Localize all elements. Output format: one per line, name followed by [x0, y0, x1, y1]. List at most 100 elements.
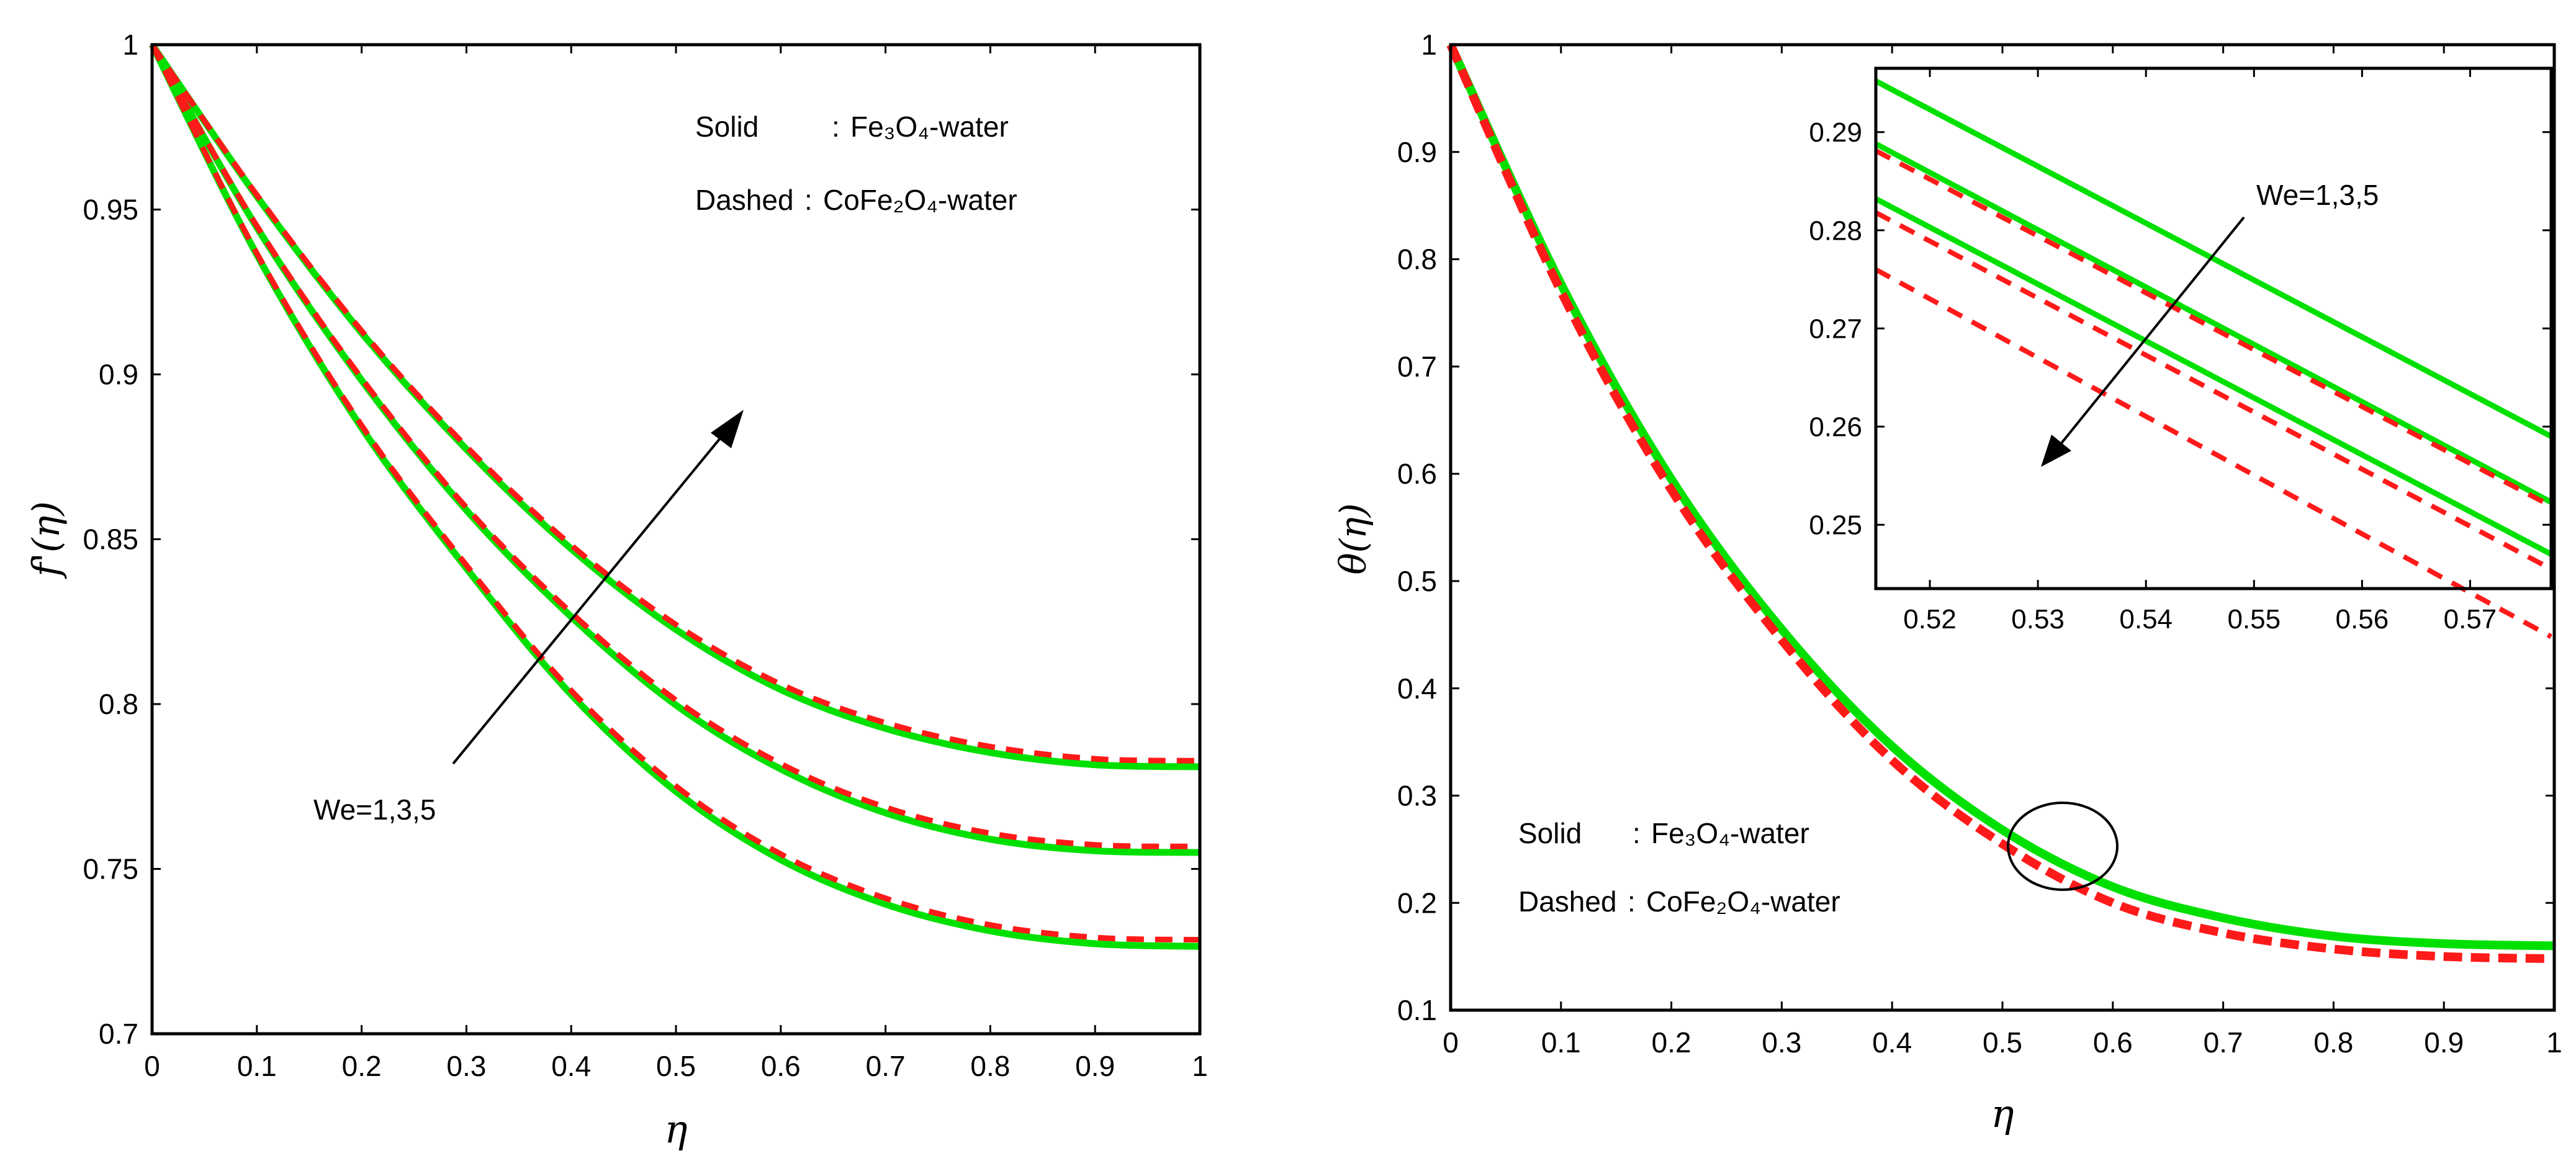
temperature-series [1446, 43, 2555, 964]
series-line-fe3o4-water-we-5 [1874, 78, 2553, 439]
y-tick-label: 0.75 [83, 853, 138, 885]
legend-solid-label: Solid [695, 111, 759, 143]
inset-we-arrowhead [2041, 435, 2071, 467]
x-tick-label: 0.2 [342, 1050, 382, 1082]
series-line-cofe2o4-water-we-3 [150, 43, 1200, 849]
x-tick-label: 0.1 [1541, 1026, 1581, 1059]
y-tick-label: 1 [122, 29, 138, 61]
legend-solid-fluid: Fe₃O₄-water [850, 111, 1009, 143]
velocity-chart: 0 0.1 0.2 0.3 0.4 0.5 0.6 0.7 0.8 0.9 1 0.7 0.75 0.8 0… [25, 29, 1208, 1152]
legend-dashed-label: Dashed [1518, 885, 1617, 918]
legend-dashed-sep: : [804, 184, 813, 216]
y-tick-label: 0.7 [1397, 350, 1437, 382]
series-line-fe3o4-water-we-1 [149, 43, 1200, 950]
y-tick-label: 0.95 [83, 194, 138, 226]
velocity-y-label: f'(η) [25, 501, 68, 579]
x-tick-label: 0.7 [866, 1050, 906, 1082]
y-tick-label: 0.7 [99, 1018, 138, 1050]
velocity-legend: Solid : Fe₃O₄-water Dashed : CoFe₂O₄-wat… [695, 111, 1017, 216]
velocity-plot-frame [150, 43, 1202, 1036]
velocity-we-label: We=1,3,5 [313, 793, 436, 826]
inset-frame [1874, 66, 2553, 590]
x-tick-label: 0.5 [1983, 1026, 2022, 1059]
x-tick-label: 0.3 [446, 1050, 486, 1082]
series-line-cofe2o4-water-we-5 [150, 43, 1200, 764]
y-tick-label: 0.85 [83, 523, 138, 556]
series-line-fe3o4-water-we-3 [149, 43, 1200, 856]
x-tick-label: 0 [144, 1050, 160, 1082]
x-tick-label: 0.55 [2227, 604, 2281, 635]
x-tick-label: 0.2 [1652, 1026, 1691, 1059]
x-tick-label: 0.9 [2424, 1026, 2464, 1059]
legend-dashed-label: Dashed [695, 184, 794, 216]
series-line-fe3o4-water-we-3 [1874, 141, 2553, 505]
x-tick-label: 0.4 [551, 1050, 591, 1082]
y-tick-label: 1 [1421, 29, 1437, 61]
legend-solid-fluid: Fe₃O₄-water [1651, 817, 1809, 849]
series-line-cofe2o4-water-we-5 [1875, 148, 2552, 508]
series-line-fe3o4-water-we-5 [149, 42, 1200, 771]
x-tick-label: 0.54 [2119, 604, 2173, 635]
x-tick-label: 0.57 [2444, 604, 2497, 635]
y-tick-label: 0.9 [1397, 136, 1437, 168]
y-tick-label: 0.1 [1397, 994, 1437, 1026]
x-tick-label: 0.52 [1903, 604, 1957, 635]
y-tick-label: 0.6 [1397, 458, 1437, 490]
x-tick-label: 0.6 [2093, 1026, 2133, 1059]
legend-solid-label: Solid [1518, 817, 1582, 849]
temperature-y-label: θ(η) [1332, 504, 1374, 575]
x-tick-label: 0.7 [2204, 1026, 2243, 1059]
series-line-cofe2o4-water [1446, 43, 2555, 964]
y-tick-label: 0.8 [1397, 243, 1437, 276]
y-tick-label: 0.29 [1809, 117, 1862, 148]
legend-solid-sep: : [832, 111, 840, 143]
x-tick-label: 0.6 [761, 1050, 801, 1082]
inset-we-arrow-line [2060, 216, 2245, 445]
y-tick-label: 0.4 [1397, 672, 1437, 705]
legend-dashed-sep: : [1628, 885, 1636, 918]
legend-dashed-fluid: CoFe₂O₄-water [823, 184, 1017, 216]
x-tick-label: 0.8 [970, 1050, 1010, 1082]
velocity-ticks: 0 0.1 0.2 0.3 0.4 0.5 0.6 0.7 0.8 0.9 1 0.7 0.75 0.8 0… [83, 29, 1207, 1082]
velocity-x-label: η [664, 1106, 687, 1152]
y-tick-label: 0.9 [99, 358, 138, 391]
temperature-plot-frame [1449, 43, 2556, 1012]
series-line-cofe2o4-water-we-3 [1875, 210, 2552, 571]
series-line-fe3o4-water-we-1 [1874, 196, 2553, 557]
y-tick-label: 0.3 [1397, 780, 1437, 812]
y-tick-label: 0.25 [1809, 510, 1862, 541]
temperature-x-label: η [1991, 1091, 2014, 1136]
x-tick-label: 0 [1443, 1026, 1459, 1059]
x-tick-label: 0.5 [656, 1050, 696, 1082]
y-tick-label: 0.27 [1809, 314, 1862, 344]
series-line-cofe2o4-water-we-1 [149, 43, 1200, 943]
inset-chart: 0.52 0.53 0.54 0.55 0.56 0.57 0.25 0.26 0.27 0.28… [1809, 66, 2553, 639]
velocity-we-arrow-line [452, 433, 724, 765]
x-tick-label: 1 [2546, 1026, 2562, 1059]
x-tick-label: 0.56 [2336, 604, 2389, 635]
temperature-legend: Solid : Fe₃O₄-water Dashed : CoFe₂O₄-wat… [1518, 817, 1840, 918]
y-tick-label: 0.5 [1397, 565, 1437, 597]
velocity-we-arrowhead [711, 410, 744, 448]
x-tick-label: 1 [1192, 1050, 1208, 1082]
y-tick-label: 0.26 [1809, 412, 1862, 443]
x-tick-label: 0.1 [237, 1050, 277, 1082]
x-tick-label: 0.9 [1075, 1050, 1115, 1082]
x-tick-label: 0.53 [2011, 604, 2065, 635]
zoom-region-ellipse [2007, 802, 2119, 891]
x-tick-label: 0.4 [1872, 1026, 1912, 1059]
series-line-cofe2o4-water-we-1 [1875, 267, 2552, 639]
x-tick-label: 0.3 [1762, 1026, 1801, 1059]
velocity-series [149, 42, 1200, 950]
inset-we-label: We=1,3,5 [2256, 179, 2379, 211]
x-tick-label: 0.8 [2313, 1026, 2353, 1059]
legend-solid-sep: : [1633, 817, 1641, 849]
y-tick-label: 0.8 [99, 688, 138, 720]
inset-series [1874, 78, 2553, 639]
y-tick-label: 0.28 [1809, 215, 1862, 246]
y-tick-label: 0.2 [1397, 887, 1437, 919]
temperature-chart: 0 0.1 0.2 0.3 0.4 0.5 0.6 0.7 0.8 0.9 10.10.20.30.… [1332, 29, 2562, 1136]
inset-background [1876, 68, 2551, 589]
